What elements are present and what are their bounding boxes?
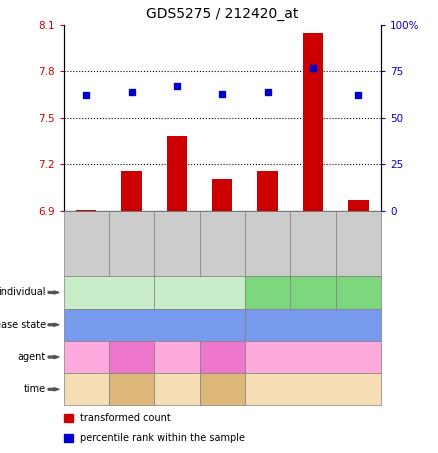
Bar bbox=[212, 179, 233, 211]
Text: ruxolini
tib: ruxolini tib bbox=[205, 347, 239, 367]
Text: alopecia areata: alopecia areata bbox=[119, 320, 189, 329]
Text: percentile rank within the sample: percentile rank within the sample bbox=[80, 433, 245, 443]
Text: time: time bbox=[24, 384, 46, 394]
Text: GSM1414317: GSM1414317 bbox=[308, 216, 318, 271]
Text: agent: agent bbox=[18, 352, 46, 362]
Text: control
subject 2: control subject 2 bbox=[292, 283, 334, 302]
Bar bbox=[348, 200, 369, 211]
Text: untreat
ed: untreat ed bbox=[70, 347, 103, 367]
Text: GSM1414318: GSM1414318 bbox=[354, 216, 363, 271]
Text: week 0: week 0 bbox=[161, 385, 193, 394]
Bar bbox=[303, 33, 323, 211]
Bar bbox=[258, 171, 278, 211]
Bar bbox=[167, 135, 187, 211]
Text: untreated: untreated bbox=[291, 352, 336, 361]
Text: untreat
ed: untreat ed bbox=[160, 347, 194, 367]
Text: week 12: week 12 bbox=[203, 385, 241, 394]
Text: GSM1414316: GSM1414316 bbox=[263, 216, 272, 271]
Text: week 0: week 0 bbox=[297, 385, 329, 394]
Text: GSM1414313: GSM1414313 bbox=[127, 216, 136, 271]
Text: GSM1414312: GSM1414312 bbox=[82, 216, 91, 271]
Text: GSM1414314: GSM1414314 bbox=[173, 216, 181, 271]
Title: GDS5275 / 212420_at: GDS5275 / 212420_at bbox=[146, 7, 298, 21]
Text: patient 1: patient 1 bbox=[88, 288, 130, 297]
Bar bbox=[76, 210, 96, 211]
Text: normal: normal bbox=[297, 320, 329, 329]
Text: control
subject 1: control subject 1 bbox=[247, 283, 289, 302]
Text: GSM1414315: GSM1414315 bbox=[218, 216, 227, 271]
Text: patient 2: patient 2 bbox=[179, 288, 220, 297]
Text: disease state: disease state bbox=[0, 320, 46, 330]
Text: individual: individual bbox=[0, 288, 46, 298]
Text: control
subject 3: control subject 3 bbox=[338, 283, 379, 302]
Text: week 12: week 12 bbox=[113, 385, 151, 394]
Text: week 0: week 0 bbox=[70, 385, 102, 394]
Text: transformed count: transformed count bbox=[80, 413, 170, 423]
Text: ruxolini
tib: ruxolini tib bbox=[115, 347, 148, 367]
Bar bbox=[121, 171, 142, 211]
